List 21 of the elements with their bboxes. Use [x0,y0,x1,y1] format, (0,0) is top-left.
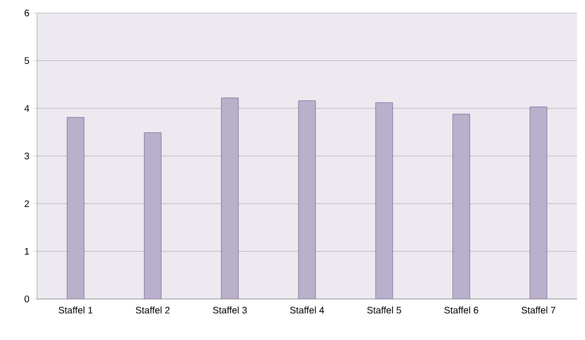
bar [452,114,470,299]
bar [298,100,316,299]
x-tick-label: Staffel 7 [522,306,556,314]
x-tick-label: Staffel 2 [136,306,170,314]
x-tick-label: Staffel 5 [367,306,402,314]
x-tick-label: Staffel 4 [290,306,324,314]
bar [66,117,84,299]
bar [530,106,548,299]
y-tick-label: 6 [24,10,30,16]
y-tick-label: 3 [24,152,30,160]
bar [221,98,239,299]
bar [375,102,393,299]
x-tick-label: Staffel 3 [212,306,247,314]
y-tick-label: 2 [24,200,29,207]
x-tick-label: Staffel 1 [58,306,92,314]
bar [144,132,162,299]
y-tick-label: 1 [24,248,29,255]
y-tick-label: 4 [24,105,30,112]
x-tick-label: Staffel 6 [444,306,478,314]
y-tick-label: 0 [24,296,30,302]
y-tick-label: 5 [24,57,30,64]
